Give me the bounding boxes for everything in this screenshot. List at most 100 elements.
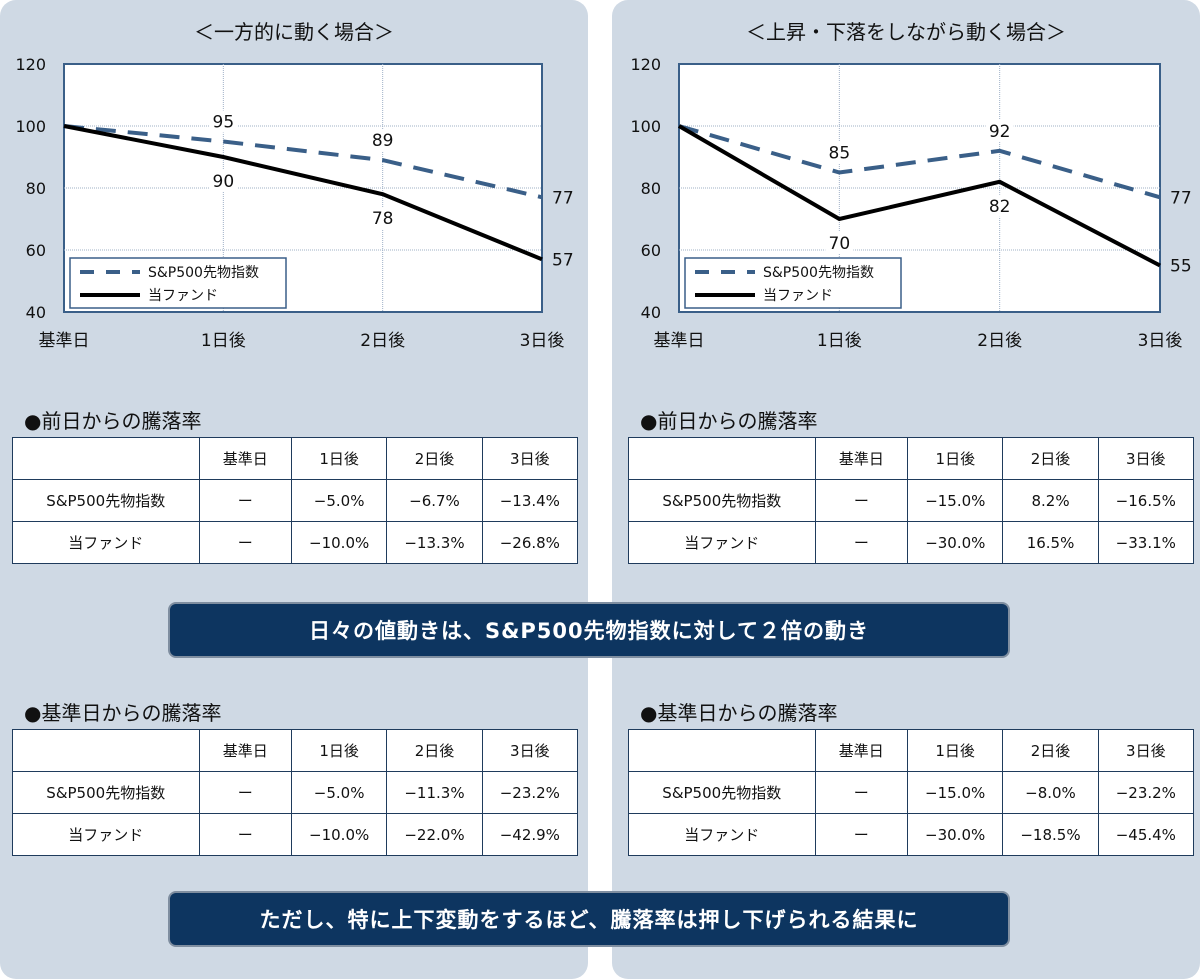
data-label: 89 — [372, 131, 394, 151]
table-cell: 当ファンド — [628, 521, 816, 564]
data-label: 92 — [989, 122, 1011, 142]
column-header — [628, 437, 816, 480]
daily-heading: ●前日からの騰落率 — [640, 409, 818, 433]
column-header: 1日後 — [906, 729, 1004, 772]
table-cell: −23.2% — [481, 771, 579, 814]
data-label: 82 — [989, 197, 1011, 217]
panel-fluctuating: ＜上昇・下落をしながら動く場合＞ 40 60 80 100 120 基準日 1日後 2日後 3日… — [612, 0, 1200, 979]
x-tick-label: 基準日 — [39, 331, 90, 351]
y-tick-label: 120 — [630, 55, 661, 74]
table-cell: −6.7% — [386, 479, 483, 522]
table-cell: −30.0% — [906, 813, 1004, 856]
table-cell: S&P500先物指数 — [628, 771, 816, 814]
table-cell: 当ファンド — [628, 813, 816, 856]
table-cell: −8.0% — [1002, 771, 1099, 814]
column-header — [12, 437, 200, 480]
table-row: S&P500先物指数ー −5.0% −6.7% −13.4% — [12, 479, 579, 522]
y-tick-label: 100 — [15, 117, 46, 136]
cumulative-change-table: 基準日 1日後 2日後 3日後 S&P500先物指数ー −5.0% −11.3% −23.2%… — [12, 729, 579, 856]
cumulative-change-table: 基準日 1日後 2日後 3日後 S&P500先物指数ー −15.0% −8.0% −23.2%… — [628, 729, 1195, 856]
data-label-bg — [985, 119, 1014, 142]
table-cell: −5.0% — [290, 479, 388, 522]
table-cell: −45.4% — [1097, 813, 1195, 856]
column-header: 2日後 — [386, 437, 483, 480]
table-cell: −30.0% — [907, 521, 1004, 564]
table-header-row: 基準日 1日後 2日後 3日後 — [12, 437, 579, 480]
column-header: 基準日 — [814, 437, 909, 480]
data-label-bg — [209, 170, 238, 192]
table-cell: S&P500先物指数 — [12, 771, 200, 814]
data-label: 85 — [829, 144, 851, 164]
data-label-bg — [368, 207, 397, 230]
table-cell: ー — [814, 771, 908, 814]
table-cell: −18.5% — [1002, 813, 1099, 856]
y-tick-label: 120 — [15, 55, 46, 74]
panel-one-directional: ＜一方的に動く場合＞ 40 60 80 100 120 基準日 1日後 2日後 3日後 95 89 7… — [0, 0, 588, 979]
y-tick-label: 80 — [641, 179, 661, 198]
column-header: 2日後 — [1002, 729, 1099, 772]
table-cell: ー — [814, 479, 909, 522]
daily-heading: ●前日からの騰落率 — [24, 409, 202, 433]
column-header: 基準日 — [814, 729, 908, 772]
data-label: 70 — [829, 234, 851, 254]
chart-title: ＜上昇・下落をしながら動く場合＞ — [746, 20, 1066, 44]
data-label: 78 — [372, 209, 394, 229]
table-row: 当ファンドー −10.0% −22.0% −42.9% — [12, 813, 579, 856]
table-cell: 当ファンド — [12, 813, 200, 856]
legend-label: 当ファンド — [763, 288, 833, 304]
table-header-row: 基準日 1日後 2日後 3日後 — [628, 437, 1195, 480]
table-cell: −26.8% — [481, 521, 579, 564]
cumulative-heading: ●基準日からの騰落率 — [24, 701, 222, 725]
column-header: 3日後 — [481, 437, 579, 480]
table-cell: ー — [814, 813, 908, 856]
table-cell: −15.0% — [906, 771, 1004, 814]
data-label: 77 — [1170, 188, 1192, 208]
x-tick-label: 基準日 — [654, 331, 705, 351]
chart-title: ＜一方的に動く場合＞ — [194, 20, 394, 44]
table-cell: −33.1% — [1097, 521, 1195, 564]
line-chart: 40 60 80 100 120 基準日 1日後 2日後 3日後 95 89 77 90 78 57 S&P5… — [15, 55, 574, 351]
data-label: 77 — [552, 188, 574, 208]
table-cell: −5.0% — [290, 771, 388, 814]
y-tick-label: 100 — [630, 117, 661, 136]
column-header — [628, 729, 816, 772]
data-label-bg — [209, 110, 238, 133]
daily-change-table: 基準日 1日後 2日後 3日後 S&P500先物指数ー −5.0% −6.7% −13.4% 当… — [12, 437, 579, 564]
table-cell: −23.2% — [1097, 771, 1195, 814]
data-label: 55 — [1170, 257, 1192, 277]
cumulative-heading: ●基準日からの騰落率 — [640, 701, 838, 725]
table-cell: −16.5% — [1097, 479, 1195, 522]
line-chart: 40 60 80 100 120 基準日 1日後 2日後 3日後 85 92 77 70 82 55 S&P5… — [630, 55, 1192, 351]
table-row: 当ファンドー −30.0% 16.5% −33.1% — [628, 521, 1195, 564]
table-row: S&P500先物指数ー −15.0% 8.2% −16.5% — [628, 479, 1195, 522]
table-cell: ー — [198, 479, 292, 522]
y-tick-label: 60 — [641, 241, 661, 260]
column-header: 2日後 — [386, 729, 483, 772]
column-header — [12, 729, 200, 772]
table-cell: 16.5% — [1002, 521, 1099, 564]
y-tick-label: 40 — [26, 303, 46, 322]
column-header: 3日後 — [1097, 437, 1195, 480]
data-label-bg — [825, 232, 854, 254]
x-tick-label: 1日後 — [201, 331, 246, 351]
legend-label: 当ファンド — [148, 288, 218, 304]
table-cell: −10.0% — [290, 521, 388, 564]
banner-double-movement: 日々の値動きは、S&P500先物指数に対して２倍の動き — [168, 602, 1010, 658]
column-header: 基準日 — [198, 729, 292, 772]
legend-label: S&P500先物指数 — [148, 265, 259, 281]
legend — [684, 257, 902, 309]
series-line-index — [63, 124, 543, 200]
column-header: 3日後 — [481, 729, 579, 772]
banner-volatility-drag: ただし、特に上下変動をするほど、騰落率は押し下げられる結果に — [168, 891, 1010, 947]
column-header: 1日後 — [290, 729, 388, 772]
y-tick-label: 80 — [26, 179, 46, 198]
table-row: 当ファンドー −30.0% −18.5% −45.4% — [628, 813, 1195, 856]
table-cell: 当ファンド — [12, 521, 200, 564]
data-label-bg — [368, 129, 397, 152]
series-line-index — [678, 124, 1161, 200]
table-cell: −10.0% — [290, 813, 388, 856]
x-tick-label: 3日後 — [1138, 331, 1183, 351]
table-row: S&P500先物指数ー −5.0% −11.3% −23.2% — [12, 771, 579, 814]
column-header: 3日後 — [1097, 729, 1195, 772]
